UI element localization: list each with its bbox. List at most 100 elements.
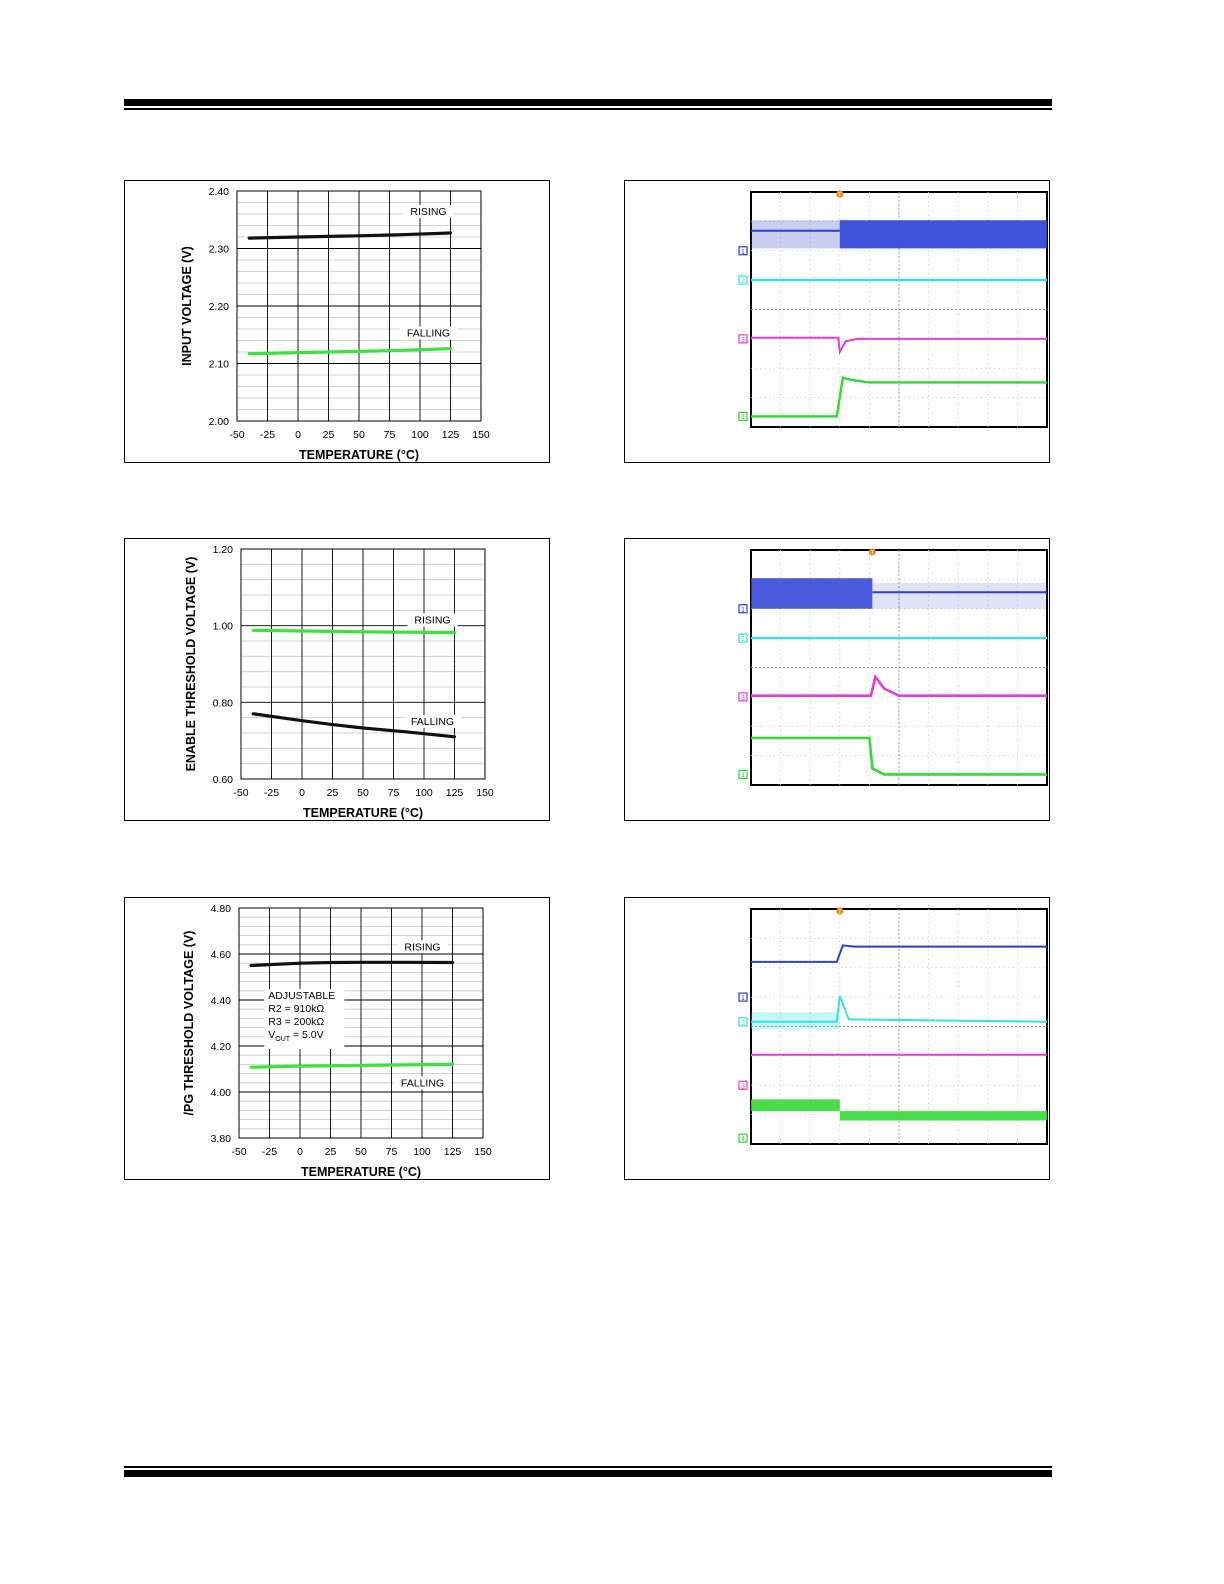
y-tick-label: 0.80 bbox=[213, 697, 234, 709]
x-tick-label: 75 bbox=[384, 429, 396, 441]
header-rule-thin bbox=[124, 108, 1052, 110]
x-axis-title: TEMPERATURE (°C) bbox=[301, 1165, 421, 1179]
x-tick-label: 150 bbox=[474, 1146, 492, 1158]
y-tick-label: 2.00 bbox=[209, 416, 230, 428]
x-tick-label: 125 bbox=[444, 1146, 462, 1158]
trigger-marker-label: T bbox=[871, 551, 875, 557]
x-tick-label: -50 bbox=[229, 429, 244, 441]
x-tick-label: 150 bbox=[476, 787, 494, 799]
ch3-trace bbox=[751, 336, 1047, 356]
x-tick-label: -25 bbox=[264, 787, 279, 799]
series-label-bg bbox=[394, 1076, 451, 1090]
series-line-falling bbox=[249, 1062, 455, 1069]
x-tick-label: 75 bbox=[388, 787, 400, 799]
x-tick-label: 100 bbox=[413, 1146, 431, 1158]
channel-1-marker-label: 1 bbox=[741, 607, 745, 614]
ch1-trace bbox=[751, 944, 1047, 963]
channel-4-marker-label: 4 bbox=[741, 1136, 745, 1143]
x-tick-label: -25 bbox=[262, 1146, 277, 1158]
ch4-trace bbox=[751, 736, 1047, 776]
y-tick-label: 1.00 bbox=[213, 621, 234, 633]
series-line-rising bbox=[249, 960, 455, 968]
y-tick-label: 2.10 bbox=[209, 359, 230, 371]
ch4-trace bbox=[751, 376, 1047, 418]
y-tick-label: 3.80 bbox=[211, 1133, 232, 1145]
channel-1-marker-label: 1 bbox=[741, 995, 745, 1002]
x-tick-label: 125 bbox=[446, 787, 464, 799]
series-label-bg bbox=[400, 326, 457, 340]
y-tick-label: 4.60 bbox=[211, 949, 232, 961]
y-tick-label: 4.80 bbox=[211, 903, 232, 915]
series-label-bg bbox=[407, 613, 458, 627]
channel-2-marker-label: 2 bbox=[741, 1020, 745, 1027]
x-tick-label: 0 bbox=[295, 429, 301, 441]
plot-frame bbox=[236, 190, 482, 422]
channel-2-marker-label: 2 bbox=[741, 636, 745, 643]
ch3-trace bbox=[751, 673, 1047, 697]
x-tick-label: 25 bbox=[323, 429, 335, 441]
ch1-post-band bbox=[872, 582, 1047, 609]
ch4-pre-band bbox=[751, 1099, 840, 1112]
x-tick-label: 100 bbox=[415, 787, 433, 799]
annotation-bg bbox=[264, 989, 345, 1049]
series-label-rising: RISING bbox=[404, 942, 440, 954]
x-tick-label: 50 bbox=[357, 787, 369, 799]
channel-3-marker bbox=[738, 334, 748, 344]
x-tick-label: 100 bbox=[411, 429, 429, 441]
x-tick-label: -25 bbox=[260, 429, 275, 441]
ch1-pre-band bbox=[751, 220, 840, 249]
series-line-falling bbox=[247, 347, 453, 356]
y-axis-title: INPUT VOLTAGE (V) bbox=[180, 246, 194, 366]
chart-panel-pg-threshold: -50 -25 0 25 50 75 100 125 150 3.80 4.00 4.20 4.40 4.… bbox=[124, 897, 550, 1180]
channel-4-marker-label: 4 bbox=[741, 772, 745, 779]
channel-3-marker-label: 3 bbox=[741, 695, 745, 702]
series-label-bg bbox=[404, 714, 461, 728]
annotation-r3: R3 = 200kΩ bbox=[268, 1016, 324, 1028]
series-label-rising: RISING bbox=[414, 615, 450, 627]
channel-1-marker bbox=[738, 992, 748, 1002]
x-tick-label: 150 bbox=[472, 429, 490, 441]
channel-1-marker bbox=[738, 604, 748, 614]
ch2-trace bbox=[751, 995, 1048, 1023]
y-tick-label: 2.20 bbox=[209, 301, 230, 313]
channel-3-marker bbox=[738, 1080, 748, 1090]
channel-4-marker bbox=[738, 769, 748, 780]
x-tick-label: 25 bbox=[327, 787, 339, 799]
ch1-post-band bbox=[839, 220, 1047, 249]
channel-2-marker-label: 2 bbox=[741, 278, 745, 285]
scope-panel-3: T 1 2 3 4 bbox=[624, 897, 1050, 1180]
x-tick-label: 0 bbox=[297, 1146, 303, 1158]
channel-4-marker bbox=[738, 1133, 748, 1143]
channel-3-marker bbox=[738, 692, 748, 702]
y-tick-label: 0.60 bbox=[213, 774, 234, 786]
y-tick-label: 4.40 bbox=[211, 995, 232, 1007]
channel-4-marker-label: 4 bbox=[741, 414, 745, 421]
y-tick-label: 1.20 bbox=[213, 544, 234, 556]
y-tick-label: 2.30 bbox=[209, 244, 230, 256]
y-tick-label: 2.40 bbox=[209, 186, 230, 198]
chart-panel-enable-threshold: -50 -25 0 25 50 75 100 125 150 0.60 0.80 1.00 1.20 RI… bbox=[124, 538, 550, 821]
series-line-falling bbox=[251, 712, 457, 739]
y-axis-title: /PG THRESHOLD VOLTAGE (V) bbox=[182, 931, 196, 1116]
series-label-bg bbox=[403, 204, 454, 218]
plot-frame bbox=[240, 548, 486, 780]
series-line-rising bbox=[251, 628, 457, 635]
trigger-marker-label: T bbox=[838, 193, 842, 199]
y-tick-label: 4.20 bbox=[211, 1041, 232, 1053]
x-tick-label: 125 bbox=[442, 429, 460, 441]
x-axis-title: TEMPERATURE (°C) bbox=[299, 448, 419, 462]
channel-2-marker bbox=[738, 633, 748, 643]
scope-panel-2: T 1 2 3 4 bbox=[624, 538, 1050, 821]
x-tick-label: 50 bbox=[355, 1146, 367, 1158]
x-axis-title: TEMPERATURE (°C) bbox=[303, 806, 423, 820]
header-rule-thick bbox=[124, 99, 1052, 106]
footer-rule-thin bbox=[124, 1466, 1052, 1468]
ch2-noise-band bbox=[751, 1012, 840, 1029]
plot-frame bbox=[238, 907, 484, 1139]
trigger-marker-icon bbox=[836, 907, 844, 915]
footer-rule-thick bbox=[124, 1470, 1052, 1477]
channel-2-marker bbox=[738, 1017, 748, 1027]
x-tick-label: 50 bbox=[353, 429, 365, 441]
annotation-vout: VOUT = 5.0V bbox=[268, 1029, 323, 1043]
channel-1-marker bbox=[738, 246, 748, 256]
